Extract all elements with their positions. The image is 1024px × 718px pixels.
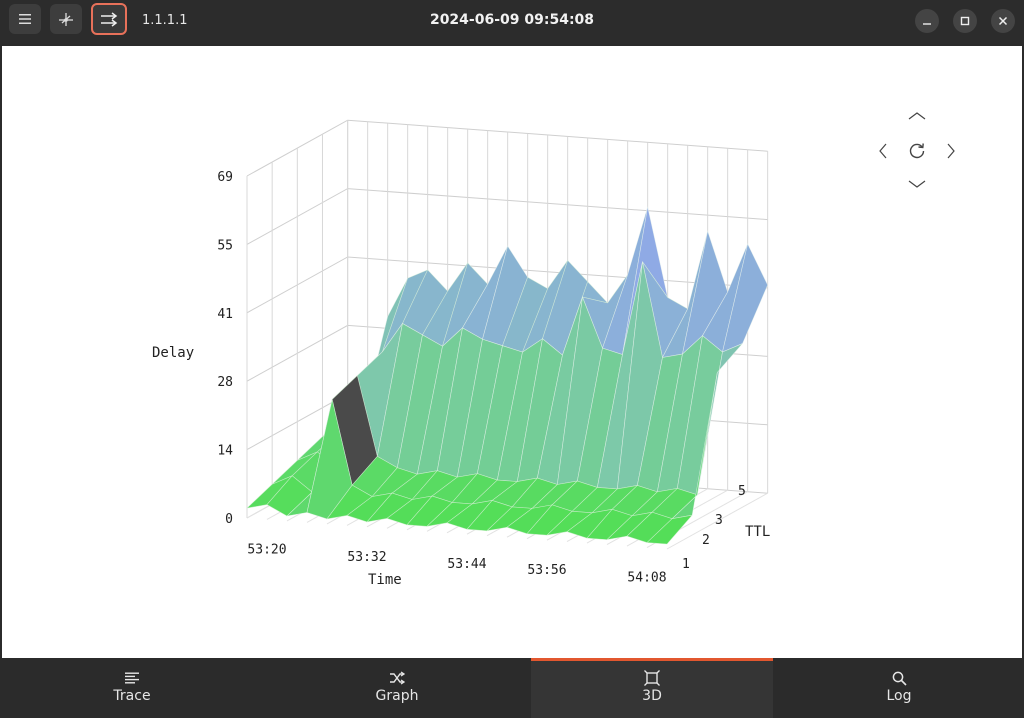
graph-view-button[interactable] bbox=[50, 4, 82, 34]
rotate-reset-icon bbox=[909, 143, 925, 159]
z-tick-label: 0 bbox=[225, 512, 233, 527]
chevron-down-icon bbox=[908, 180, 926, 188]
tab-graph-label: Graph bbox=[375, 688, 419, 704]
tab-log[interactable]: Log bbox=[774, 658, 1024, 718]
trace-toggle-button[interactable] bbox=[91, 3, 127, 35]
search-icon bbox=[892, 671, 907, 686]
tab-trace-label: Trace bbox=[113, 688, 151, 704]
plot-area[interactable]: 0 14 28 41 55 69 53:20 53:32 53:44 53:56 54:08 1 2 3 5… bbox=[2, 46, 1022, 658]
x-axis-label: Time bbox=[368, 572, 402, 588]
rotate-up-button[interactable] bbox=[906, 108, 928, 124]
close-button[interactable] bbox=[991, 9, 1015, 33]
reset-view-button[interactable] bbox=[906, 140, 928, 162]
maximize-icon bbox=[960, 16, 970, 26]
shuffle-icon bbox=[390, 671, 405, 685]
z-axis-label: Delay bbox=[152, 345, 194, 361]
x-tick-label: 53:56 bbox=[527, 563, 566, 578]
grid-line bbox=[666, 492, 768, 550]
tab-trace[interactable]: Trace bbox=[0, 658, 264, 718]
list-icon bbox=[125, 672, 139, 684]
y-tick-label: 5 bbox=[738, 484, 746, 499]
x-tick-label: 53:20 bbox=[247, 542, 286, 557]
x-tick-label: 53:32 bbox=[347, 550, 386, 565]
maximize-button[interactable] bbox=[953, 9, 977, 33]
z-tick-label: 41 bbox=[217, 307, 233, 322]
shuffle-arrows-icon bbox=[101, 12, 118, 27]
title-bar: 1.1.1.1 2024-06-09 09:54:08 bbox=[0, 0, 1024, 44]
cube-frame-icon bbox=[644, 670, 660, 686]
x-tick-label: 54:08 bbox=[627, 571, 666, 586]
surface-patch bbox=[646, 514, 693, 545]
rotate-left-button[interactable] bbox=[874, 142, 892, 160]
y-tick-label: 3 bbox=[715, 513, 723, 528]
z-tick-label: 28 bbox=[217, 375, 233, 390]
tab-graph[interactable]: Graph bbox=[264, 658, 530, 718]
chevron-left-icon bbox=[879, 143, 887, 159]
close-icon bbox=[998, 16, 1008, 26]
tab-log-label: Log bbox=[886, 688, 912, 704]
tab-3d-label: 3D bbox=[642, 688, 662, 704]
hamburger-icon bbox=[19, 14, 31, 24]
y-tick-label: 1 bbox=[682, 557, 690, 572]
y-tick-label: 2 bbox=[702, 533, 710, 548]
z-tick-label: 55 bbox=[217, 238, 233, 253]
chevron-right-icon bbox=[947, 143, 955, 159]
z-tick-label: 14 bbox=[217, 444, 233, 459]
minimize-button[interactable] bbox=[915, 9, 939, 33]
rotate-down-button[interactable] bbox=[906, 176, 928, 192]
menu-button[interactable] bbox=[9, 4, 41, 34]
bottom-tab-bar: Trace Graph 3D bbox=[0, 658, 1024, 718]
tab-3d[interactable]: 3D bbox=[531, 658, 773, 718]
chevron-up-icon bbox=[908, 112, 926, 120]
rotate-right-button[interactable] bbox=[942, 142, 960, 160]
z-tick-label: 69 bbox=[217, 170, 233, 185]
y-axis-label: TTL bbox=[745, 524, 770, 540]
window-title-timestamp: 2024-06-09 09:54:08 bbox=[429, 12, 595, 28]
network-icon bbox=[59, 13, 73, 26]
minimize-icon bbox=[923, 23, 931, 25]
host-label: 1.1.1.1 bbox=[142, 13, 188, 28]
surface-chart[interactable]: 0 14 28 41 55 69 53:20 53:32 53:44 53:56 54:08 1235… bbox=[2, 46, 1022, 658]
x-tick-label: 53:44 bbox=[447, 557, 486, 572]
